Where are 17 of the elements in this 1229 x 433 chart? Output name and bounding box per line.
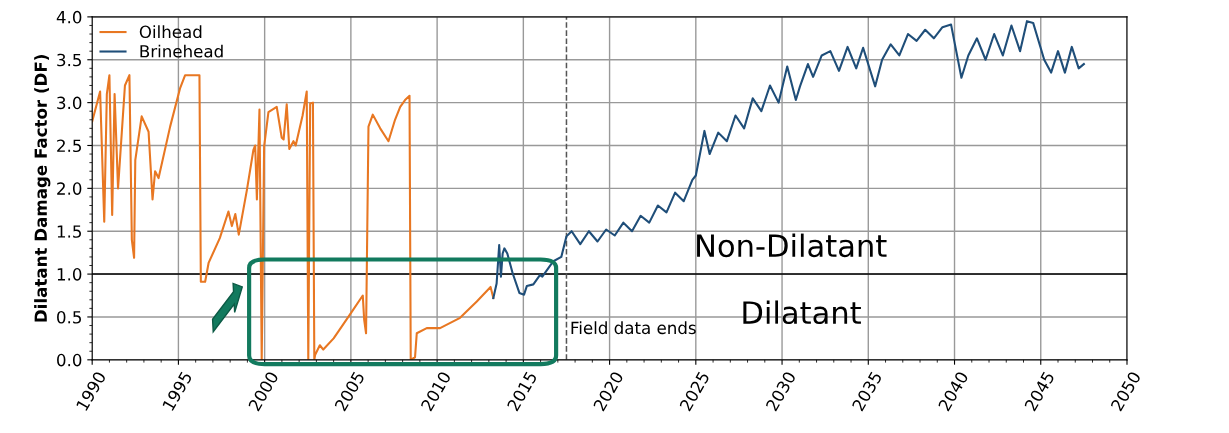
legend-label: Oilhead [139, 25, 202, 39]
y-tick-label: 0.5 [57, 310, 81, 324]
annotation: Dilatant [743, 300, 861, 325]
legend-label: Brinehead [140, 44, 223, 58]
annotation: Non-Dilatant [697, 233, 887, 258]
y-tick-label: 1.5 [57, 225, 81, 238]
y-tick-label: 4.0 [56, 10, 82, 24]
y-tick-label: 3.0 [57, 96, 82, 110]
line-series [92, 74, 495, 360]
y-tick-label: 2.0 [57, 182, 82, 195]
line-series [492, 20, 1085, 300]
y-tick-label: 0.0 [57, 353, 82, 367]
y-tick-label: 3.5 [57, 53, 81, 67]
ref-line-label: Field data ends [571, 321, 696, 335]
y-tick-label: 2.5 [57, 139, 81, 153]
y-axis-title: Dilatant Damage Factor (DF) [34, 55, 51, 322]
y-tick-label: 1.0 [57, 268, 82, 281]
